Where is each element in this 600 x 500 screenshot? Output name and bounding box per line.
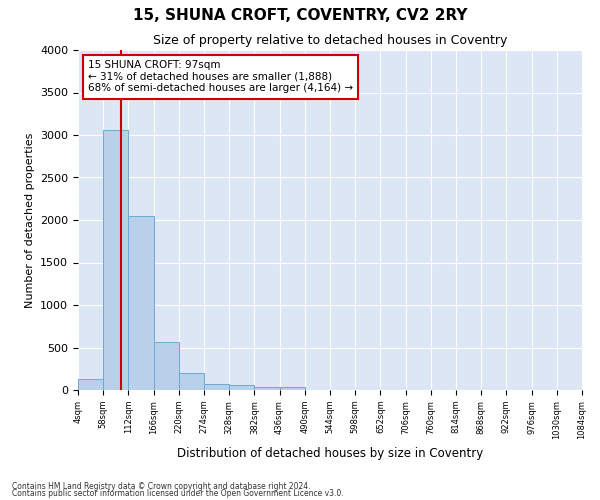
- Bar: [179, 374, 204, 390]
- Bar: [78, 379, 103, 390]
- Text: Contains public sector information licensed under the Open Government Licence v3: Contains public sector information licen…: [12, 489, 344, 498]
- Text: Contains HM Land Registry data © Crown copyright and database right 2024.: Contains HM Land Registry data © Crown c…: [12, 482, 311, 491]
- Bar: [204, 384, 229, 390]
- Bar: [103, 130, 128, 390]
- Text: 15 SHUNA CROFT: 97sqm
← 31% of detached houses are smaller (1,888)
68% of semi-d: 15 SHUNA CROFT: 97sqm ← 31% of detached …: [88, 60, 353, 94]
- Bar: [229, 386, 254, 390]
- Bar: [128, 216, 154, 390]
- Bar: [254, 386, 280, 390]
- Title: Size of property relative to detached houses in Coventry: Size of property relative to detached ho…: [153, 34, 507, 48]
- X-axis label: Distribution of detached houses by size in Coventry: Distribution of detached houses by size …: [177, 447, 483, 460]
- Bar: [154, 342, 179, 390]
- Y-axis label: Number of detached properties: Number of detached properties: [25, 132, 35, 308]
- Text: 15, SHUNA CROFT, COVENTRY, CV2 2RY: 15, SHUNA CROFT, COVENTRY, CV2 2RY: [133, 8, 467, 22]
- Bar: [280, 386, 305, 390]
